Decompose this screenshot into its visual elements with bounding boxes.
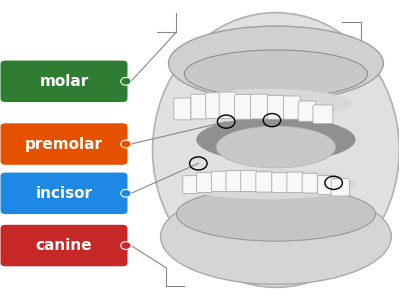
FancyBboxPatch shape — [211, 171, 228, 191]
FancyBboxPatch shape — [0, 61, 128, 102]
FancyBboxPatch shape — [331, 179, 350, 196]
Ellipse shape — [160, 189, 391, 284]
FancyBboxPatch shape — [0, 123, 128, 165]
FancyBboxPatch shape — [206, 93, 222, 118]
FancyBboxPatch shape — [0, 172, 128, 214]
FancyBboxPatch shape — [191, 94, 207, 119]
Ellipse shape — [216, 126, 336, 168]
FancyBboxPatch shape — [219, 92, 236, 118]
Ellipse shape — [168, 26, 383, 101]
FancyBboxPatch shape — [196, 173, 212, 192]
Text: premolar: premolar — [25, 136, 103, 152]
FancyBboxPatch shape — [256, 172, 272, 192]
Text: incisor: incisor — [36, 186, 92, 201]
Circle shape — [121, 189, 131, 197]
Ellipse shape — [152, 13, 399, 287]
FancyBboxPatch shape — [313, 105, 333, 124]
FancyBboxPatch shape — [298, 101, 316, 121]
FancyBboxPatch shape — [250, 94, 268, 119]
Circle shape — [121, 77, 131, 85]
FancyBboxPatch shape — [241, 171, 257, 191]
Ellipse shape — [180, 169, 356, 199]
FancyBboxPatch shape — [287, 172, 303, 192]
Ellipse shape — [184, 89, 352, 118]
FancyBboxPatch shape — [284, 96, 300, 119]
FancyBboxPatch shape — [267, 95, 284, 119]
FancyBboxPatch shape — [226, 171, 242, 191]
Ellipse shape — [176, 187, 376, 241]
FancyBboxPatch shape — [174, 98, 191, 120]
FancyBboxPatch shape — [0, 225, 128, 266]
Ellipse shape — [196, 117, 356, 162]
Text: molar: molar — [39, 74, 89, 89]
FancyBboxPatch shape — [318, 176, 334, 194]
FancyBboxPatch shape — [234, 94, 252, 119]
Circle shape — [121, 242, 131, 249]
FancyBboxPatch shape — [302, 173, 317, 193]
FancyBboxPatch shape — [183, 176, 198, 194]
Text: canine: canine — [36, 238, 92, 253]
FancyBboxPatch shape — [272, 173, 288, 192]
Ellipse shape — [184, 50, 368, 98]
Circle shape — [121, 140, 131, 148]
